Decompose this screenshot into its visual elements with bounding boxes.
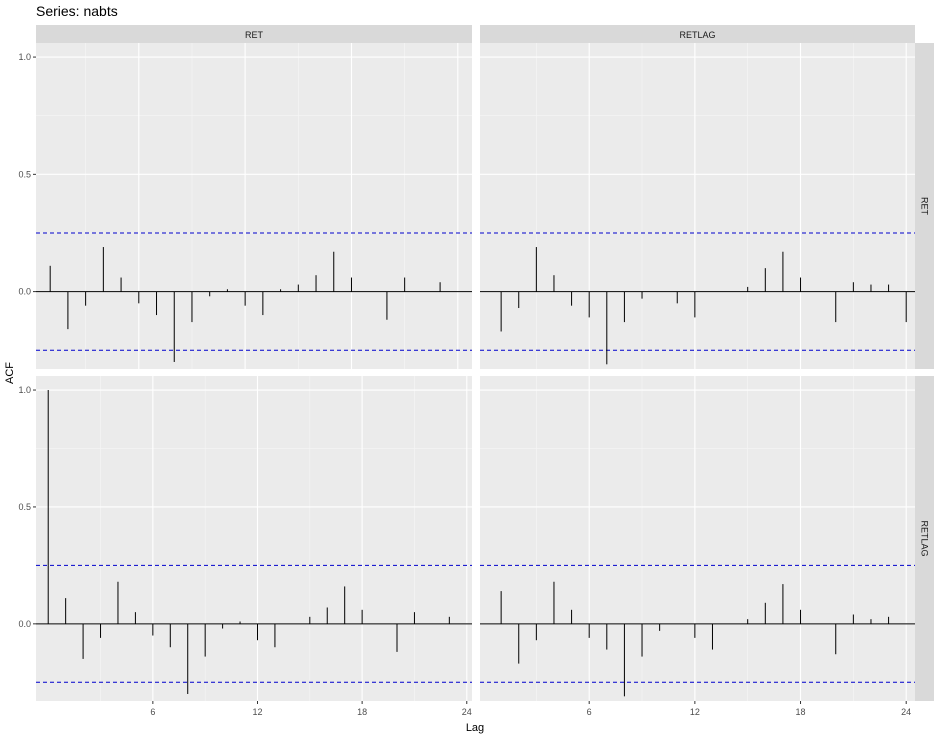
panel-4-x-tick-label: 6 <box>587 707 592 717</box>
facet-strip-row-2-label: RETLAG <box>920 520 930 556</box>
panel-3-x-tick-label: 12 <box>252 707 262 717</box>
facet-strip-row-1-label: RET <box>920 197 930 216</box>
panel-2-background <box>480 43 915 369</box>
panel-4-x-tick-label: 12 <box>690 707 700 717</box>
facet-strip-col-2 <box>480 25 915 43</box>
panel-1-y-tick-label: 1.0 <box>18 52 31 62</box>
facet-strip-col-1-label: RET <box>245 30 264 40</box>
facet-strip-row-1 <box>915 43 934 369</box>
facet-strip-row-2 <box>915 376 934 701</box>
panel-3-x-tick-label: 6 <box>150 707 155 717</box>
panel-4-x-tick-label: 24 <box>901 707 911 717</box>
panel-3-background <box>36 376 472 701</box>
panel-4-background <box>480 376 915 701</box>
panel-4-x-tick-label: 18 <box>796 707 806 717</box>
y-axis-label: ACF <box>4 362 16 384</box>
panel-1-background <box>36 43 472 369</box>
chart-title: Series: nabts <box>36 3 118 19</box>
panel-1-y-tick-label: 0.5 <box>18 169 31 179</box>
panel-3-x-tick-label: 18 <box>357 707 367 717</box>
panel-3-y-tick-label: 0.5 <box>18 502 31 512</box>
facet-strip-col-2-label: RETLAG <box>679 30 715 40</box>
x-axis-label: Lag <box>466 722 484 734</box>
panel-3-x-tick-label: 24 <box>462 707 472 717</box>
facet-strip-col-1 <box>36 25 472 43</box>
panel-3-y-tick-label: 0.0 <box>18 619 31 629</box>
panel-1-y-tick-label: 0.0 <box>18 287 31 297</box>
panel-3-y-tick-label: 1.0 <box>18 385 31 395</box>
panel-grid: RET RETLAG RET RETLAG 0.0 0.5 1.0 0.0 0.5 1.0 6 12 1… <box>18 25 934 717</box>
